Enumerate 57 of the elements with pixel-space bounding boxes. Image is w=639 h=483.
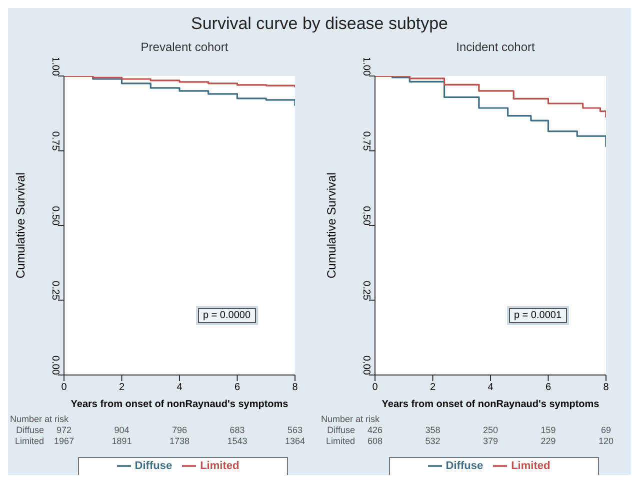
x-tick-label: 2	[430, 382, 436, 394]
text: 1967	[52, 436, 76, 446]
x-tick-label: 4	[488, 382, 494, 394]
text: Number at risk	[321, 414, 380, 424]
x-tick-label: 8	[603, 382, 610, 394]
y-tick-label: 0.25	[49, 280, 60, 301]
text: Limited	[326, 436, 355, 446]
text: 1543	[226, 436, 248, 446]
y-axis-title: Cumulative Survival	[13, 172, 28, 279]
y-tick-label: 0.75	[49, 131, 60, 152]
chart-subtitle: Incident cohort	[455, 40, 536, 56]
text: 1738	[168, 436, 191, 446]
text: Number at risk	[10, 414, 69, 424]
text: 250	[482, 425, 500, 435]
text: 426	[366, 425, 384, 435]
text: 532	[424, 436, 442, 446]
text: 120	[597, 436, 615, 446]
text: 379	[482, 436, 500, 446]
x-tick-label: 6	[234, 382, 240, 394]
chart-subtitle: Prevalent cohort	[140, 40, 230, 56]
x-axis-title: Years from onset of nonRaynaud's symptoms	[70, 399, 289, 410]
legend-label: Limited	[511, 460, 550, 472]
x-tick-label: 2	[118, 382, 125, 394]
text: 608	[366, 436, 384, 446]
text: 1891	[110, 436, 133, 446]
y-tick-label: 0.50	[360, 206, 372, 226]
legend-label: Diffuse	[446, 460, 484, 472]
legend-label: Diffuse	[134, 460, 172, 472]
text: 159	[540, 425, 557, 435]
annotation: p = 0.0001	[508, 308, 567, 323]
y-tick-label: 0.25	[360, 280, 372, 301]
legend-label: Limited	[200, 460, 240, 472]
x-tick-label: 6	[545, 382, 552, 394]
text: 972	[55, 425, 73, 435]
annotation: p = 0.0000	[198, 308, 256, 323]
text: 683	[228, 425, 246, 435]
y-tick-label: 0.75	[360, 131, 372, 152]
text: 358	[424, 425, 442, 435]
text: 1364	[284, 436, 306, 446]
text: 904	[113, 425, 130, 435]
y-tick-label: 0.00	[360, 356, 372, 376]
x-tick-label: 4	[176, 382, 183, 394]
chart-title: Survival curve by disease subtype	[190, 13, 450, 35]
y-axis-title: Cumulative Survival	[324, 172, 338, 279]
text: 69	[600, 425, 612, 435]
text: 563	[286, 425, 304, 435]
x-tick-label: 0	[372, 382, 378, 394]
x-axis-title: Years from onset of nonRaynaud's symptoms	[382, 399, 600, 410]
text: 796	[170, 425, 188, 435]
text: Limited	[14, 436, 44, 446]
y-tick-label: 0.00	[49, 356, 60, 376]
text: 229	[540, 436, 557, 446]
y-tick-label: 0.50	[49, 206, 60, 226]
x-tick-label: 0	[61, 382, 68, 394]
x-tick-label: 8	[292, 382, 298, 394]
text: Diffuse	[327, 425, 355, 435]
text: Diffuse	[16, 425, 44, 435]
